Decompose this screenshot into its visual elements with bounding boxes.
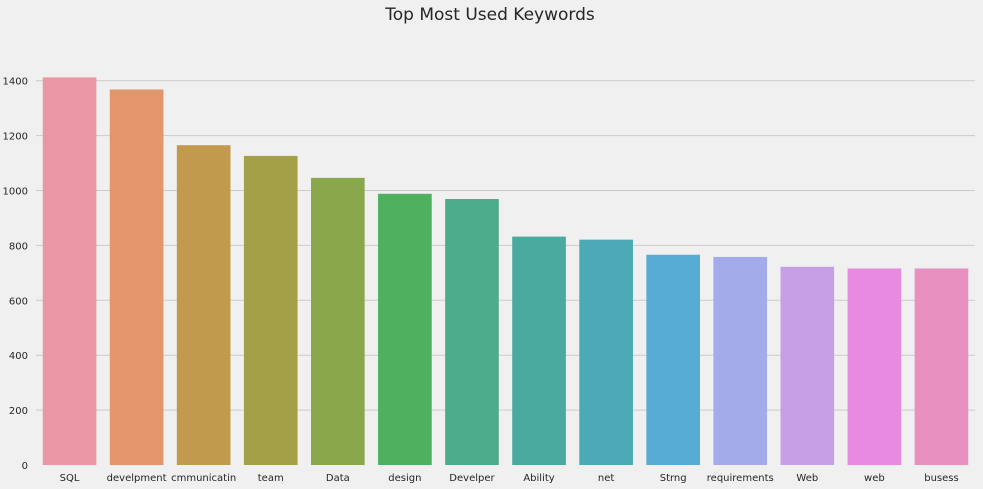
y-tick-label: 1000 xyxy=(3,187,28,198)
bars xyxy=(42,77,969,466)
x-tick-label: team xyxy=(258,473,284,484)
x-tick-label: cmmunicatin xyxy=(171,473,236,484)
chart-title: Top Most Used Keywords xyxy=(384,5,595,25)
y-axis-ticks: 0 200 400 600 800 1000 1200 1400 xyxy=(3,77,28,472)
bar-busess xyxy=(914,268,969,465)
y-tick-label: 1400 xyxy=(3,77,28,88)
y-tick-label: 1200 xyxy=(3,132,28,143)
bar-net xyxy=(579,239,633,465)
bar-develpment xyxy=(109,89,164,465)
bar-requirements xyxy=(713,256,768,465)
bar-strng xyxy=(646,254,701,465)
bar-web xyxy=(780,266,835,465)
y-tick-label: 800 xyxy=(9,241,28,252)
x-tick-label: develpment xyxy=(107,473,167,484)
x-tick-label: Web xyxy=(796,473,818,484)
bar-sql xyxy=(42,77,97,465)
x-tick-label: design xyxy=(388,473,421,484)
bar-design xyxy=(378,193,432,465)
x-tick-label: Strng xyxy=(660,473,687,484)
x-tick-label: web xyxy=(864,473,885,484)
bar-develper xyxy=(445,199,499,465)
x-tick-label: Ability xyxy=(523,473,554,484)
bar-ability xyxy=(512,236,566,465)
y-tick-label: 200 xyxy=(9,406,28,417)
bar-data xyxy=(310,177,365,466)
bar-cmmunicatin xyxy=(176,145,231,465)
x-tick-label: SQL xyxy=(60,473,80,484)
y-tick-label: 400 xyxy=(9,351,28,362)
y-tick-label: 0 xyxy=(22,461,28,472)
x-tick-label: requirements xyxy=(707,473,774,484)
x-tick-label: Data xyxy=(326,473,350,484)
x-tick-label: Develper xyxy=(449,473,495,484)
bar-web xyxy=(847,268,902,465)
x-tick-label: busess xyxy=(924,473,958,484)
x-tick-label: net xyxy=(598,473,614,484)
bar-team xyxy=(243,155,298,465)
y-tick-label: 600 xyxy=(9,296,28,307)
x-axis-ticks: SQL develpment cmmunicatin team Data design De… xyxy=(60,473,959,484)
